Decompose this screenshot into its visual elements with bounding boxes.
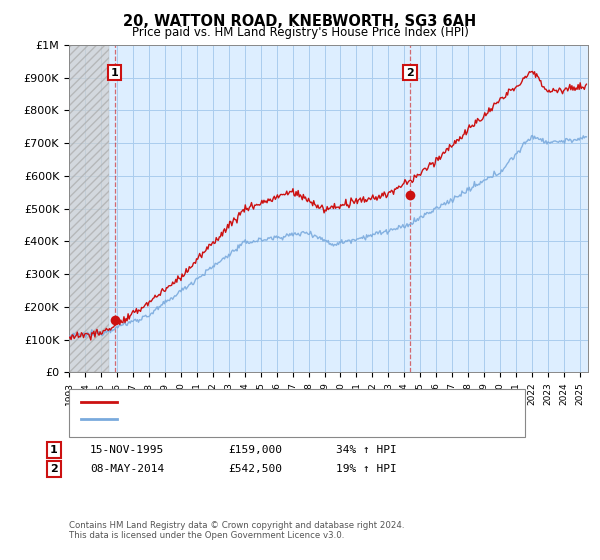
Text: 20, WATTON ROAD, KNEBWORTH, SG3 6AH: 20, WATTON ROAD, KNEBWORTH, SG3 6AH [124, 14, 476, 29]
Text: 34% ↑ HPI: 34% ↑ HPI [336, 445, 397, 455]
Text: £542,500: £542,500 [228, 464, 282, 474]
Text: £159,000: £159,000 [228, 445, 282, 455]
Text: Contains HM Land Registry data © Crown copyright and database right 2024.
This d: Contains HM Land Registry data © Crown c… [69, 521, 404, 540]
Text: 19% ↑ HPI: 19% ↑ HPI [336, 464, 397, 474]
Text: 2: 2 [406, 68, 414, 78]
Text: 08-MAY-2014: 08-MAY-2014 [90, 464, 164, 474]
Text: 1: 1 [50, 445, 58, 455]
Text: 20, WATTON ROAD, KNEBWORTH, SG3 6AH (detached house): 20, WATTON ROAD, KNEBWORTH, SG3 6AH (det… [123, 396, 442, 407]
Text: 15-NOV-1995: 15-NOV-1995 [90, 445, 164, 455]
Text: 1: 1 [111, 68, 119, 78]
Text: 2: 2 [50, 464, 58, 474]
Text: HPI: Average price, detached house, North Hertfordshire: HPI: Average price, detached house, Nort… [123, 414, 418, 424]
Text: Price paid vs. HM Land Registry's House Price Index (HPI): Price paid vs. HM Land Registry's House … [131, 26, 469, 39]
Bar [69, 45, 109, 372]
